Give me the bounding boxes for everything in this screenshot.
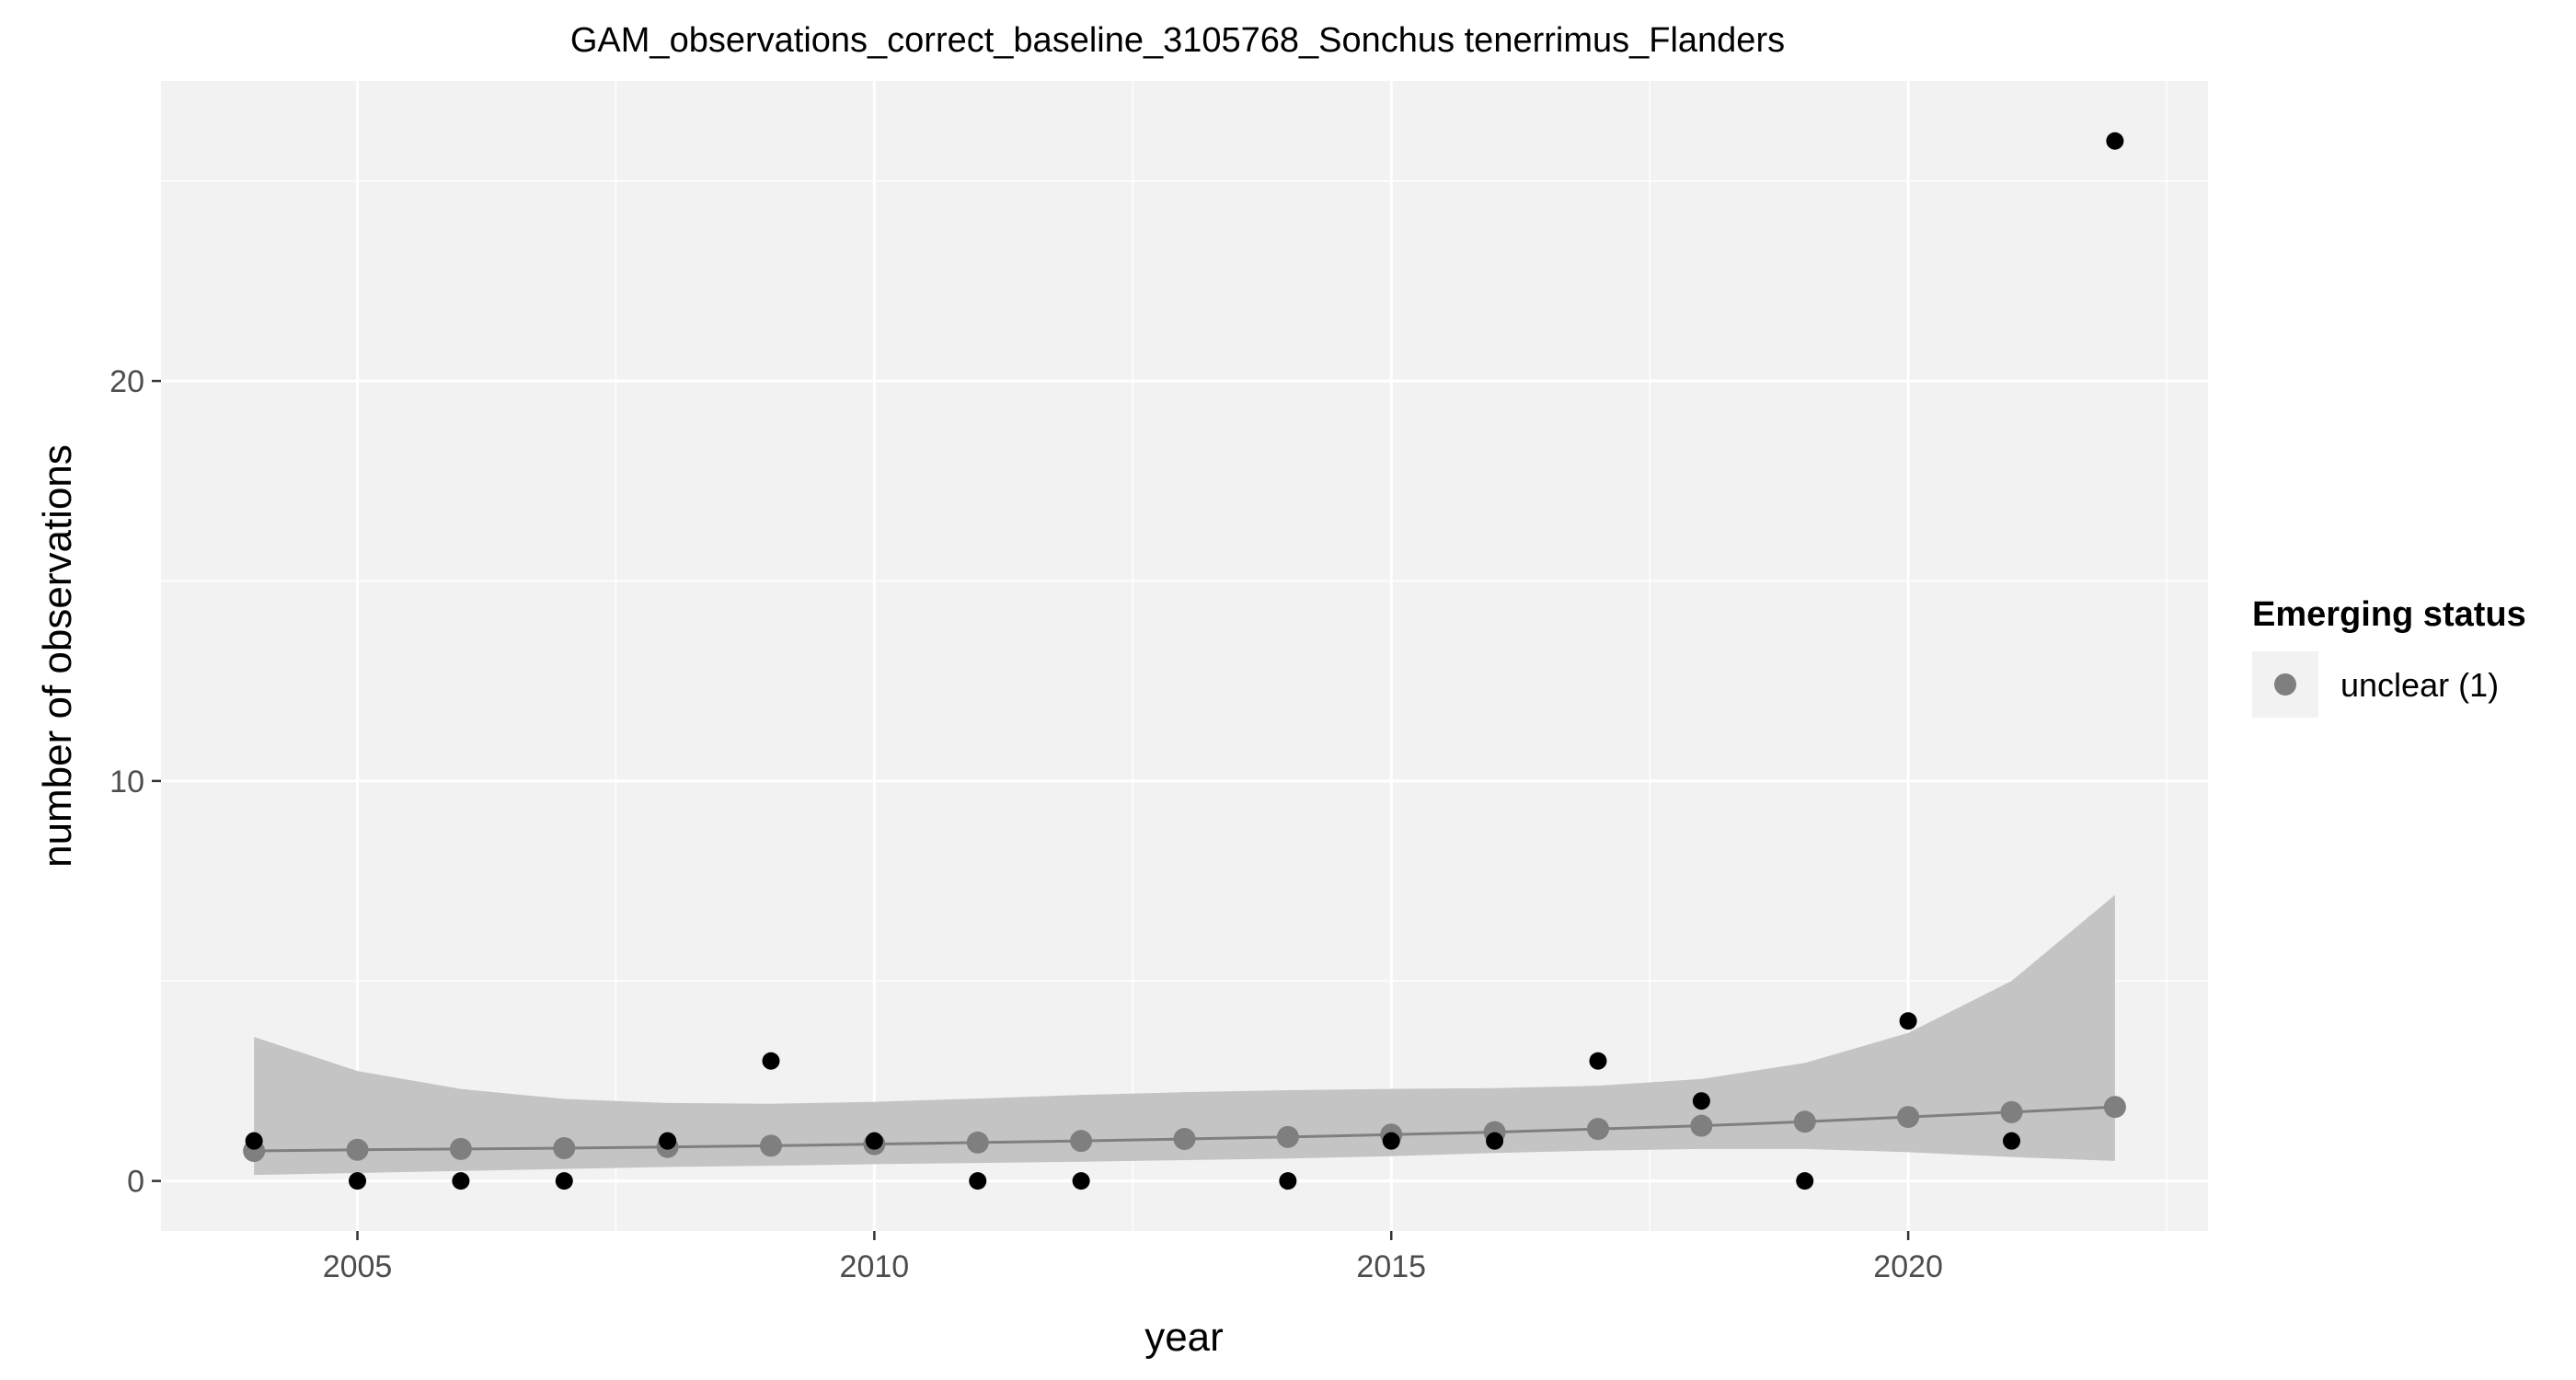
y-tick-label: 10 — [109, 765, 144, 799]
fit-point — [1070, 1130, 1093, 1153]
observation-point — [1279, 1172, 1297, 1190]
observation-point — [349, 1172, 367, 1190]
observation-point — [659, 1132, 677, 1150]
x-tick-label: 2010 — [840, 1249, 910, 1284]
observation-point — [1899, 1012, 1917, 1030]
x-axis-title: year — [1144, 1315, 1224, 1360]
fit-point — [1793, 1110, 1816, 1133]
observation-point — [1486, 1132, 1504, 1150]
axes: 2005 2010 2015 2020 0 10 20 — [109, 364, 1943, 1284]
plot-title: GAM_observations_correct_baseline_310576… — [570, 21, 1785, 60]
observation-point — [762, 1052, 780, 1070]
fit-point — [553, 1137, 576, 1159]
observation-point — [865, 1132, 883, 1150]
observation-point — [2106, 132, 2124, 150]
fit-point — [2000, 1100, 2023, 1123]
y-tick-label: 0 — [127, 1165, 144, 1200]
y-axis-title: number of observations — [35, 444, 80, 868]
fit-point — [760, 1134, 783, 1157]
fit-point — [966, 1131, 989, 1154]
x-tick-label: 2005 — [323, 1249, 393, 1284]
legend: Emerging status unclear (1) — [2252, 595, 2526, 718]
observation-points — [245, 132, 2124, 1190]
y-tick-label: 20 — [109, 364, 144, 399]
x-tick-label: 2020 — [1873, 1249, 1943, 1284]
fit-point — [1276, 1125, 1299, 1148]
observation-point — [1692, 1092, 1710, 1110]
legend-entry-label: unclear (1) — [2340, 666, 2499, 704]
observation-point — [969, 1172, 987, 1190]
observation-point — [555, 1172, 573, 1190]
legend-key-dot — [2274, 673, 2296, 696]
fit-point — [449, 1137, 472, 1160]
fit-point — [1690, 1114, 1713, 1137]
observation-point — [245, 1132, 263, 1150]
x-tick-label: 2015 — [1356, 1249, 1426, 1284]
fit-point — [346, 1138, 369, 1161]
observation-point — [1589, 1052, 1607, 1070]
fit-point — [2103, 1096, 2126, 1119]
legend-title: Emerging status — [2252, 595, 2526, 634]
observation-point — [1072, 1172, 1090, 1190]
observation-point — [1382, 1132, 1400, 1150]
confidence-ribbon — [254, 894, 2115, 1176]
fit-point — [1897, 1106, 1920, 1129]
fit-point — [1173, 1128, 1196, 1150]
observation-point — [452, 1172, 470, 1190]
plot-panel — [161, 81, 2208, 1231]
observation-point — [2002, 1132, 2020, 1150]
fit-point — [1586, 1118, 1609, 1141]
observation-point — [1796, 1172, 1814, 1190]
